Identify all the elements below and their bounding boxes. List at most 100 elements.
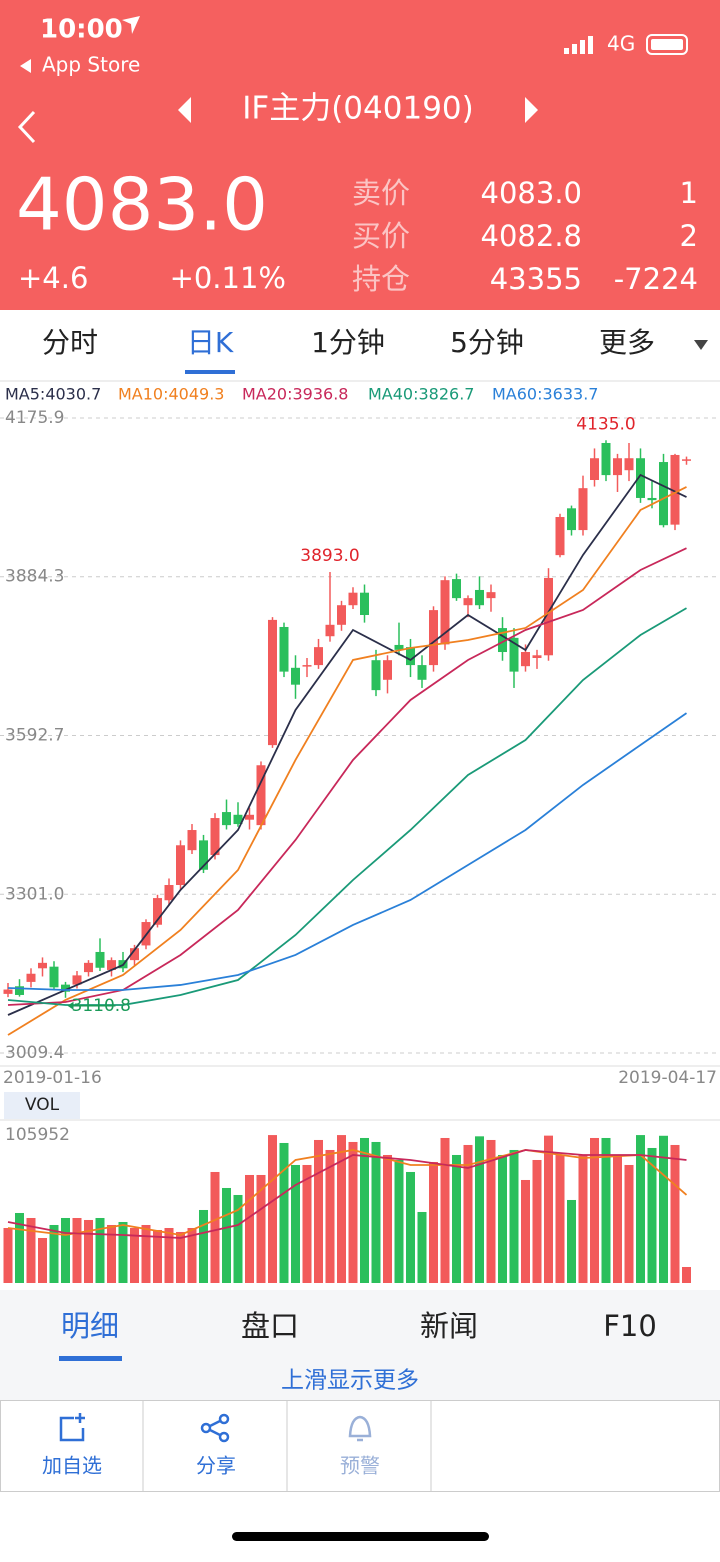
toolbar	[0, 1400, 720, 1492]
volume-bar	[84, 1219, 93, 1283]
candle-body	[613, 458, 622, 476]
volume-bar	[440, 1137, 450, 1283]
home-indicator	[232, 1532, 489, 1541]
bottom-area	[0, 1290, 720, 1400]
toolbar-item[interactable]: 预警	[340, 1454, 380, 1478]
bottom-tab[interactable]: 明细	[61, 1309, 119, 1343]
toolbar-icons	[59, 1413, 372, 1443]
volume-bar	[601, 1137, 611, 1283]
candle-body	[337, 605, 346, 625]
ma-line	[7, 712, 688, 991]
tabs: 分时 日K 1分钟 5分钟 更多	[42, 326, 655, 359]
volume-bar	[417, 1211, 427, 1283]
tab-underline	[185, 370, 235, 374]
network: 4G	[607, 32, 635, 56]
volume-bar	[590, 1137, 599, 1283]
volume-bar	[613, 1154, 622, 1283]
volume-bar	[49, 1224, 59, 1283]
candle-body	[360, 592, 369, 616]
ma-line	[7, 486, 687, 1036]
bottom-tab[interactable]: F10	[603, 1309, 657, 1343]
candle-body	[440, 580, 450, 645]
back-app[interactable]: App Store	[42, 53, 140, 77]
quote-extra: 1	[680, 176, 698, 210]
candle-body	[291, 667, 300, 685]
candle-body	[498, 628, 507, 653]
change-pct: +0.11%	[170, 261, 286, 295]
candle-body	[61, 984, 70, 992]
candle-body	[394, 644, 404, 650]
volume-bar	[153, 1229, 162, 1283]
volume-bar	[532, 1159, 542, 1283]
volume-bar	[72, 1217, 82, 1283]
candle-body	[38, 962, 47, 969]
candle-body	[475, 589, 484, 606]
toolbar-items: 加自选 分享 预警	[42, 1454, 380, 1478]
ma-line	[7, 607, 687, 1006]
candle-body	[84, 962, 93, 973]
candle-body	[670, 454, 680, 525]
candle-body	[601, 442, 611, 476]
volume-bar	[38, 1237, 47, 1283]
volume-bar	[544, 1135, 553, 1283]
candle-body	[153, 898, 162, 925]
volume-bar	[279, 1142, 289, 1283]
volume-bar	[567, 1199, 576, 1283]
price-annotation: 3893.0	[300, 546, 359, 566]
toolbar-item[interactable]: 分享	[196, 1454, 236, 1478]
quote-value: 4082.8	[481, 219, 582, 253]
ma-legend: MA40:3826.7	[368, 385, 474, 404]
volume-bar	[26, 1217, 36, 1283]
candle-body	[371, 660, 381, 691]
tab-bar	[0, 310, 720, 378]
quote-value: 43355	[490, 262, 582, 296]
y-tick-label: 3884.3	[5, 567, 64, 587]
prev-button[interactable]	[178, 97, 191, 123]
candle-body	[578, 488, 588, 531]
quote-label: 卖价	[352, 176, 410, 210]
more-caret	[694, 340, 708, 350]
tab[interactable]: 更多	[599, 326, 655, 359]
x-date: 2019-01-16	[3, 1068, 102, 1088]
bottom-tab[interactable]: 盘口	[241, 1309, 299, 1343]
candle-body	[107, 960, 116, 970]
ma-line	[7, 473, 687, 1016]
candle-body	[256, 765, 266, 826]
volume-bar	[636, 1135, 645, 1283]
change: +4.6	[18, 261, 88, 295]
volume-bar	[164, 1227, 174, 1283]
tab[interactable]: 1分钟	[311, 326, 385, 359]
bottom-tab[interactable]: 新闻	[420, 1309, 478, 1343]
candle-body	[130, 948, 139, 961]
back-button[interactable]	[17, 110, 36, 144]
bottom-tabs: 明细 盘口 新闻 F10	[61, 1309, 657, 1343]
volume-bar	[406, 1171, 415, 1283]
volume-bar	[371, 1141, 381, 1283]
toolbar-item[interactable]: 加自选	[42, 1454, 102, 1478]
volume-bar	[3, 1227, 13, 1283]
location-icon	[122, 16, 140, 34]
candle-body	[176, 845, 185, 886]
candle-body	[486, 592, 496, 599]
back-app-icon	[20, 59, 31, 73]
volume-bar	[429, 1161, 438, 1283]
volume-bar	[647, 1147, 657, 1283]
tab[interactable]: 分时	[42, 326, 98, 359]
y-tick-label: 3592.7	[5, 725, 64, 745]
candle-body	[544, 577, 553, 656]
tab[interactable]: 日K	[187, 326, 234, 359]
next-button[interactable]	[525, 97, 538, 123]
candle-body	[245, 814, 254, 820]
tab[interactable]: 5分钟	[450, 326, 524, 359]
volume-bar	[509, 1149, 519, 1283]
ma-legend: MA60:3633.7	[492, 385, 598, 404]
volume-bar	[130, 1227, 139, 1283]
candle-body	[463, 598, 473, 606]
volume-bar	[176, 1231, 185, 1283]
candle-body	[325, 624, 335, 637]
quotes: 卖价 4083.0 1 买价 4082.8 2 持仓 43355 -7224	[352, 176, 698, 296]
bottom-tab-underline	[59, 1356, 122, 1361]
candle-body	[164, 885, 174, 901]
candle-body	[279, 626, 289, 672]
